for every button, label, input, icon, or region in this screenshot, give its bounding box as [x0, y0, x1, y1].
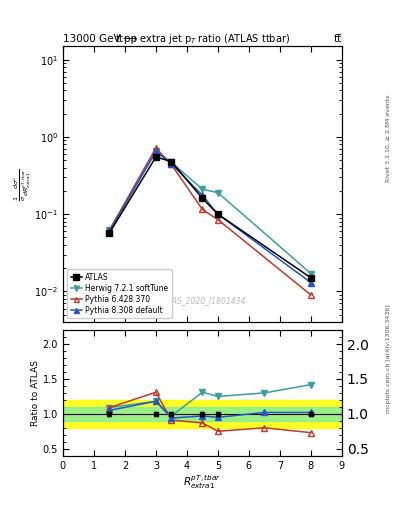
Pythia 8.308 default — [215, 211, 220, 217]
Y-axis label: Ratio to ATLAS: Ratio to ATLAS — [31, 360, 40, 426]
Title: tt⟶ extra jet p$_T$ ratio (ATLAS ttbar): tt⟶ extra jet p$_T$ ratio (ATLAS ttbar) — [115, 32, 290, 46]
Pythia 8.308 default — [154, 148, 158, 155]
Bar — [63, 400, 342, 428]
Text: mcplots.cern.ch [arXiv:1306.3436]: mcplots.cern.ch [arXiv:1306.3436] — [386, 304, 391, 413]
ATLAS — [107, 230, 112, 236]
Herwig 7.2.1 softTune — [200, 186, 205, 193]
Y-axis label: $\frac{1}{\sigma}\frac{d\sigma^{u}}{dR^{pT,tbar}_{extra1}}$: $\frac{1}{\sigma}\frac{d\sigma^{u}}{dR^{… — [13, 167, 33, 201]
Text: Rivet 3.1.10, ≥ 2.8M events: Rivet 3.1.10, ≥ 2.8M events — [386, 95, 391, 182]
ATLAS — [154, 154, 158, 160]
Herwig 7.2.1 softTune — [107, 227, 112, 233]
Pythia 6.428 370 — [154, 145, 158, 151]
Pythia 8.308 default — [200, 193, 205, 199]
Herwig 7.2.1 softTune — [215, 189, 220, 196]
Pythia 6.428 370 — [215, 217, 220, 223]
Herwig 7.2.1 softTune — [309, 270, 313, 276]
Pythia 6.428 370 — [107, 227, 112, 233]
Pythia 6.428 370 — [309, 292, 313, 298]
Line: ATLAS: ATLAS — [106, 154, 314, 281]
Herwig 7.2.1 softTune — [169, 159, 174, 165]
Pythia 6.428 370 — [169, 161, 174, 167]
X-axis label: $R^{pT,tbar}_{extra1}$: $R^{pT,tbar}_{extra1}$ — [184, 473, 221, 491]
Legend: ATLAS, Herwig 7.2.1 softTune, Pythia 6.428 370, Pythia 8.308 default: ATLAS, Herwig 7.2.1 softTune, Pythia 6.4… — [67, 269, 172, 318]
Pythia 6.428 370 — [200, 206, 205, 212]
Herwig 7.2.1 softTune — [154, 148, 158, 155]
Pythia 8.308 default — [309, 280, 313, 286]
Pythia 8.308 default — [107, 228, 112, 234]
Text: tt̅: tt̅ — [334, 33, 342, 44]
ATLAS — [309, 275, 313, 281]
Line: Pythia 6.428 370: Pythia 6.428 370 — [107, 145, 314, 298]
Text: 13000 GeV pp: 13000 GeV pp — [63, 33, 137, 44]
Text: ATLAS_2020_I1801434: ATLAS_2020_I1801434 — [159, 296, 246, 306]
ATLAS — [215, 211, 220, 217]
Bar — [63, 407, 342, 421]
ATLAS — [169, 159, 174, 165]
Pythia 8.308 default — [169, 161, 174, 167]
Line: Pythia 8.308 default: Pythia 8.308 default — [107, 148, 314, 285]
Line: Herwig 7.2.1 softTune: Herwig 7.2.1 softTune — [107, 148, 314, 276]
ATLAS — [200, 196, 205, 202]
